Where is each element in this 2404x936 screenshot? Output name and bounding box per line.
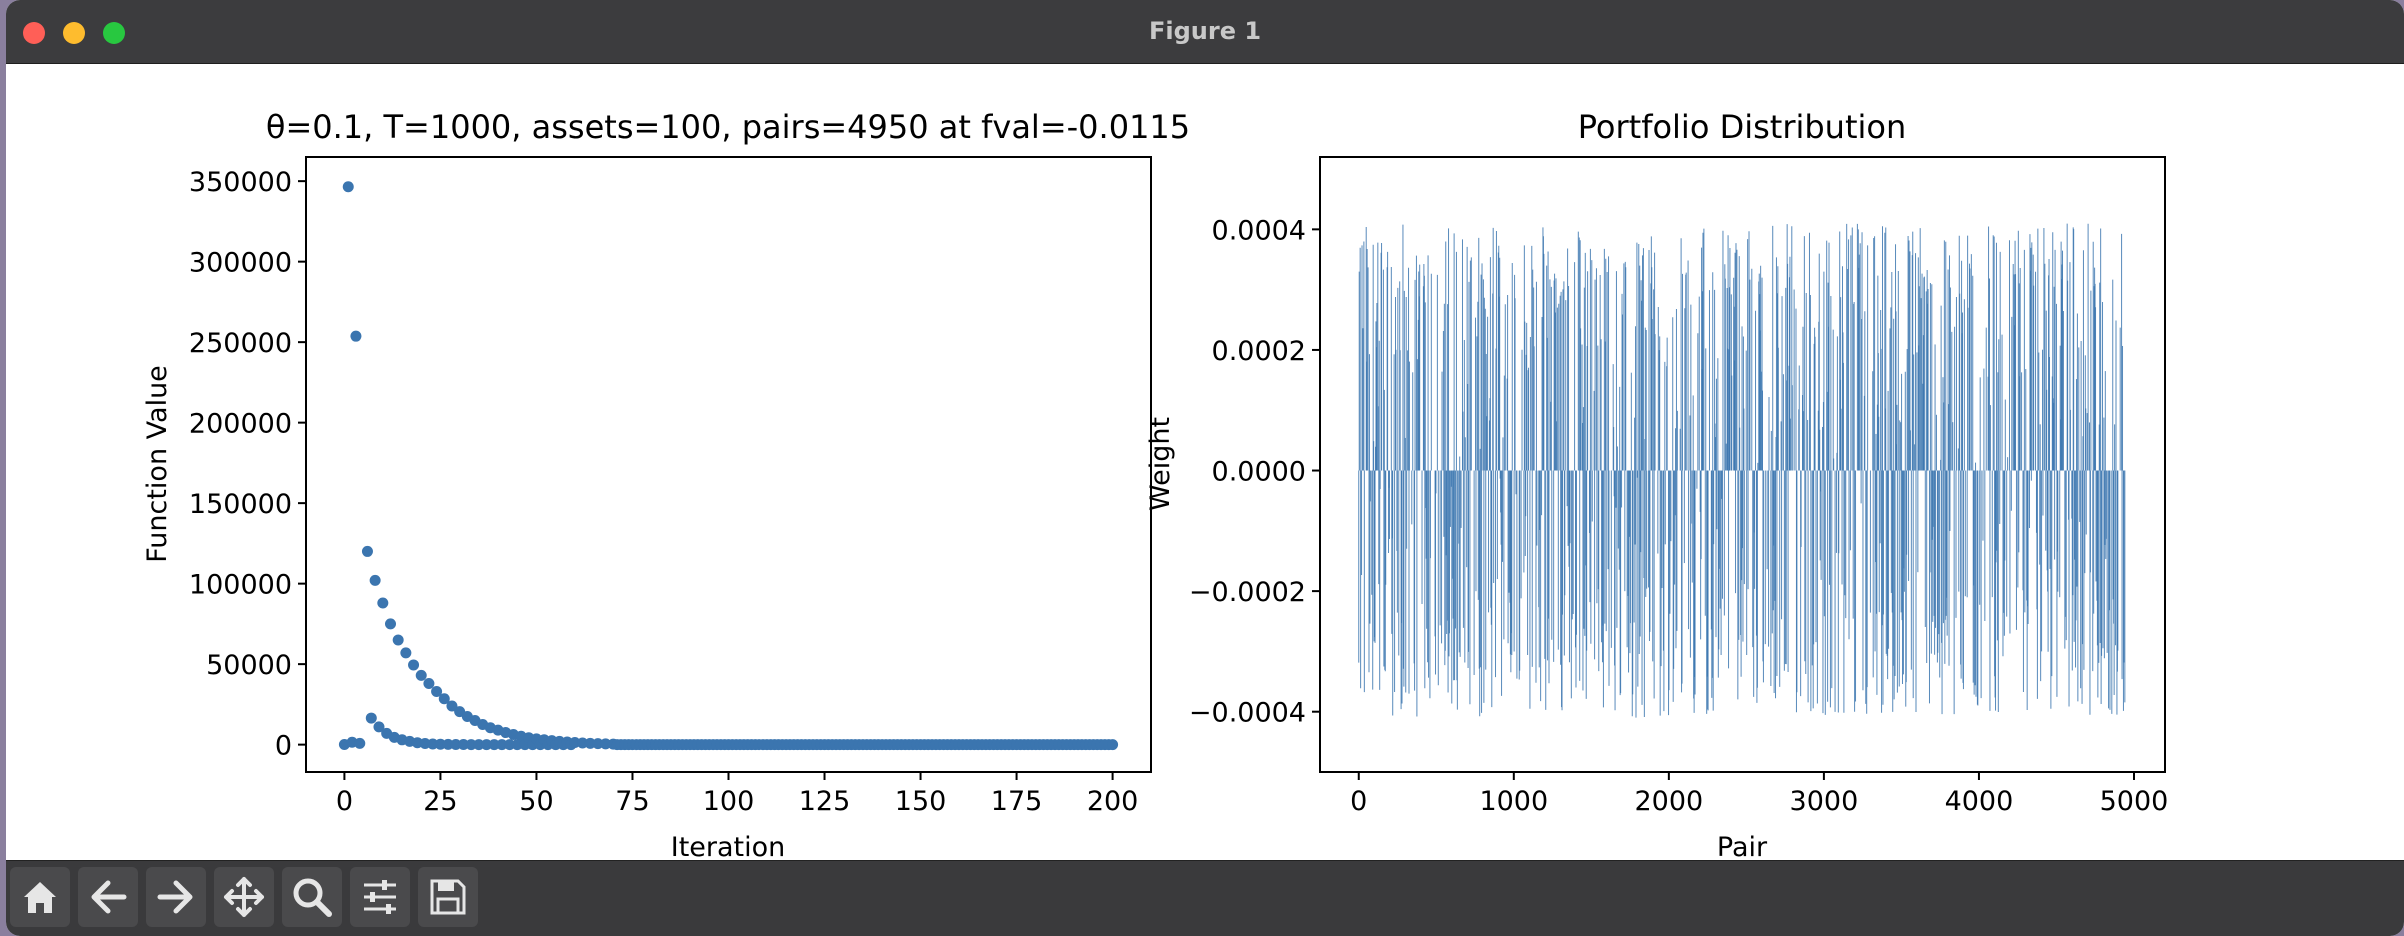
left-x-axis-label: Iteration <box>671 832 786 860</box>
figure-svg: θ=0.1, T=1000, assets=100, pairs=4950 at… <box>142 108 2168 863</box>
scatter-point <box>408 659 420 671</box>
right-y-axis-label: Weight <box>1145 417 1176 511</box>
right-xtick-label: 4000 <box>1945 786 2014 817</box>
scatter-point <box>442 738 454 750</box>
right-x-axis-label: Pair <box>1717 832 1768 860</box>
scatter-point <box>600 738 612 750</box>
left-scatter-points <box>338 181 1119 751</box>
right-chart-title: Portfolio Distribution <box>1578 108 1907 146</box>
left-ytick-label: 350000 <box>189 167 292 198</box>
pan-button[interactable] <box>214 867 274 927</box>
left-xtick-label: 175 <box>991 786 1043 817</box>
scatter-point <box>365 712 377 724</box>
left-axis-ticks: 0 25 50 75 100 125 150 175 200 0 50000 100000 150000… <box>189 167 1138 817</box>
subplots-sliders-icon <box>364 880 396 914</box>
save-button[interactable] <box>418 867 478 927</box>
left-chart-title: θ=0.1, T=1000, assets=100, pairs=4950 at… <box>266 108 1190 146</box>
right-xtick-label: 3000 <box>1790 786 1859 817</box>
scatter-point <box>434 738 446 750</box>
zoom-button[interactable] <box>282 867 342 927</box>
left-ytick-label: 200000 <box>189 409 292 440</box>
scatter-point <box>488 739 500 751</box>
figure-window: Figure 1 θ=0.1, T=1000, assets=100, pair… <box>6 0 2404 936</box>
left-xtick-label: 75 <box>615 786 649 817</box>
back-arrow-icon <box>91 880 127 914</box>
maximize-window-button[interactable] <box>103 22 125 44</box>
zoom-magnifier-icon <box>293 878 332 917</box>
navigation-toolbar <box>6 860 2404 936</box>
left-ytick-label: 100000 <box>189 570 292 601</box>
right-subplot: Portfolio Distribution Pair Weight 0 1000… <box>1145 108 2168 863</box>
back-button[interactable] <box>78 867 138 927</box>
minimize-window-button[interactable] <box>63 22 85 44</box>
right-ytick-label: −0.0004 <box>1189 698 1306 729</box>
configure-subplots-button[interactable] <box>350 867 410 927</box>
left-y-axis-label: Function Value <box>142 365 173 563</box>
scatter-point <box>450 738 462 750</box>
right-ytick-label: 0.0004 <box>1212 215 1306 246</box>
scatter-point <box>446 700 458 712</box>
scatter-point <box>457 739 469 751</box>
window-title: Figure 1 <box>1148 17 1262 45</box>
figure-canvas[interactable]: θ=0.1, T=1000, assets=100, pairs=4950 at… <box>6 64 2404 863</box>
scatter-point <box>427 738 439 750</box>
scatter-point <box>350 330 362 342</box>
left-xtick-label: 100 <box>703 786 755 817</box>
left-ytick-label: 0 <box>275 731 292 762</box>
forward-arrow-icon <box>157 880 193 914</box>
scatter-point <box>377 597 389 609</box>
right-xtick-label: 0 <box>1350 786 1367 817</box>
scatter-point <box>415 669 427 681</box>
right-ytick-label: −0.0002 <box>1189 577 1306 608</box>
scatter-point <box>465 739 477 751</box>
home-button[interactable] <box>10 867 70 927</box>
pan-move-icon <box>224 877 264 917</box>
scatter-point <box>496 739 508 751</box>
scatter-point <box>423 677 435 689</box>
left-ytick-label: 50000 <box>206 650 292 681</box>
right-xtick-label: 1000 <box>1479 786 1548 817</box>
right-xtick-label: 2000 <box>1634 786 1703 817</box>
left-ytick-label: 150000 <box>189 489 292 520</box>
right-axis-ticks: 0 1000 2000 3000 4000 5000 −0.0004 −0.0002 0.000… <box>1189 215 2168 817</box>
scatter-point <box>511 739 523 751</box>
scatter-point <box>431 686 443 698</box>
left-subplot: θ=0.1, T=1000, assets=100, pairs=4950 at… <box>142 108 1190 863</box>
left-xtick-label: 150 <box>895 786 947 817</box>
left-xtick-label: 25 <box>423 786 457 817</box>
scatter-point <box>473 739 485 751</box>
scatter-point <box>438 693 450 705</box>
scatter-point <box>592 738 604 750</box>
title-bar[interactable]: Figure 1 <box>6 0 2404 64</box>
home-icon <box>24 882 56 913</box>
forward-button[interactable] <box>146 867 206 927</box>
scatter-point <box>369 574 381 586</box>
scatter-point <box>373 721 385 733</box>
left-ytick-label: 300000 <box>189 248 292 279</box>
scatter-point <box>342 181 354 193</box>
scatter-point <box>400 647 412 659</box>
left-xtick-label: 0 <box>336 786 353 817</box>
left-ytick-label: 250000 <box>189 328 292 359</box>
scatter-point <box>354 737 366 749</box>
scatter-point <box>504 739 516 751</box>
right-ytick-label: 0.0002 <box>1212 336 1306 367</box>
left-xtick-label: 125 <box>799 786 851 817</box>
right-bar-lines <box>1358 223 2126 718</box>
left-xtick-label: 200 <box>1087 786 1139 817</box>
right-xtick-label: 5000 <box>2100 786 2169 817</box>
scatter-point <box>385 618 396 630</box>
scatter-point <box>1107 739 1119 751</box>
left-xtick-label: 50 <box>519 786 553 817</box>
close-window-button[interactable] <box>23 22 45 44</box>
right-ytick-label: 0.0000 <box>1212 457 1306 488</box>
save-disk-icon <box>430 879 466 915</box>
scatter-point <box>481 739 493 751</box>
scatter-point <box>361 545 373 557</box>
scatter-point <box>392 634 404 646</box>
right-axes-frame <box>1319 156 2166 773</box>
